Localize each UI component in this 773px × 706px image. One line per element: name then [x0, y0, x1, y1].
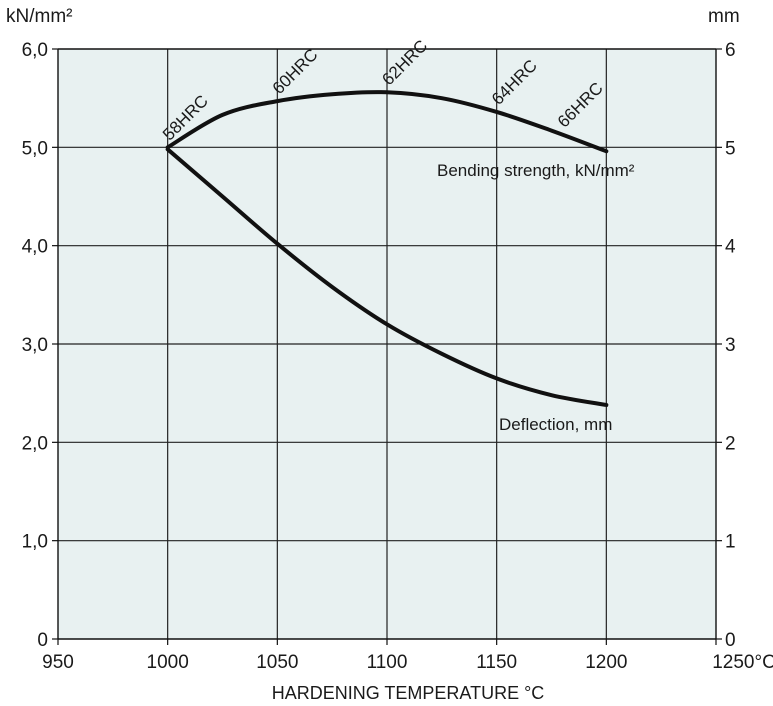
x-axis-title: HARDENING TEMPERATURE °C	[272, 683, 545, 703]
right-tick-label: 5	[725, 138, 736, 159]
x-tick-label: 1250°C	[712, 652, 773, 673]
series-lines	[165, 90, 609, 407]
right-axis-unit: mm	[708, 6, 740, 27]
right-tick-label: 1	[725, 532, 736, 553]
left-tick-label: 0	[37, 630, 48, 651]
left-tick-label: 1,0	[22, 532, 48, 553]
left-tick-label: 6,0	[22, 40, 48, 61]
right-tick-label: 4	[725, 237, 736, 258]
x-tick-label: 1150	[476, 652, 517, 673]
right-tick-label: 2	[725, 433, 736, 454]
x-tick-label: 1050	[256, 652, 298, 673]
x-axis-ticks: 950 1000 1050 1100 1150 1200 1250°C	[42, 639, 773, 673]
grid	[58, 49, 716, 639]
x-tick-label: 1200	[585, 652, 627, 673]
left-tick-label: 3,0	[22, 335, 48, 356]
x-tick-label: 950	[42, 652, 74, 673]
left-tick-label: 4,0	[22, 237, 48, 258]
right-tick-label: 6	[725, 40, 736, 61]
right-tick-label: 0	[725, 630, 736, 651]
bending-strength-line	[165, 90, 609, 154]
series-label-deflection: Deflection, mm	[499, 415, 612, 434]
x-tick-label: 1000	[147, 652, 189, 673]
right-axis-ticks: 0 1 2 3 4 5 6	[716, 40, 736, 651]
x-tick-label: 1100	[367, 652, 408, 673]
left-tick-label: 2,0	[22, 433, 48, 454]
series-label-bending-strength: Bending strength, kN/mm²	[437, 161, 635, 180]
left-tick-label: 5,0	[22, 138, 48, 159]
left-axis-ticks: 0 1,0 2,0 3,0 4,0 5,0 6,0	[22, 40, 58, 651]
deflection-line	[165, 147, 609, 407]
right-tick-label: 3	[725, 335, 736, 356]
left-axis-unit: kN/mm²	[6, 6, 72, 27]
